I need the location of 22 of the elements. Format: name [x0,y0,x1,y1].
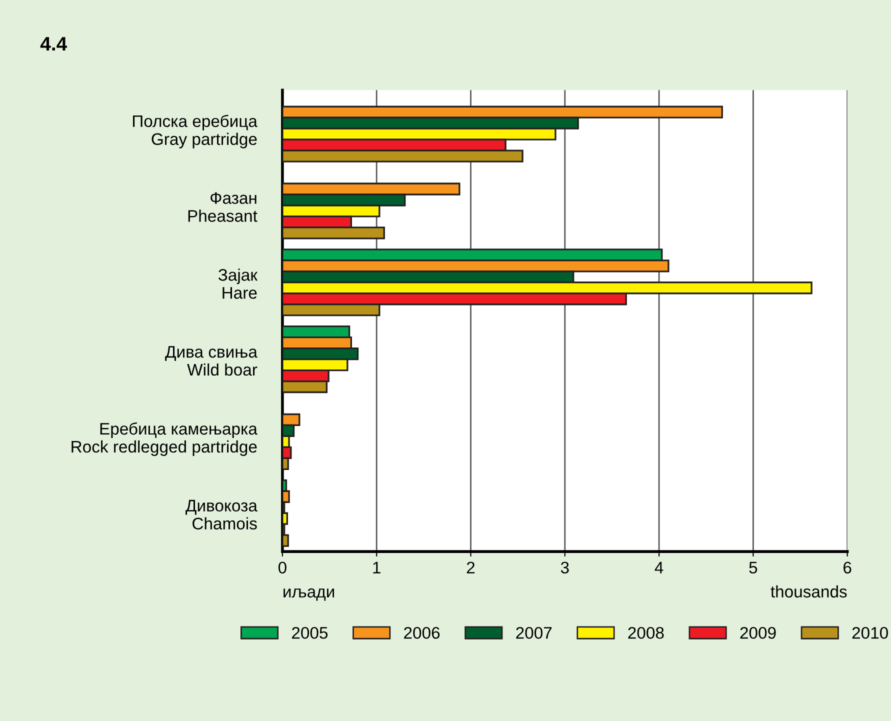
x-axis-title: иљади [284,588,334,601]
y-tick-label: Зајак Hare [218,268,258,299]
x-tick-label: 6 [844,562,852,574]
legend-label: 2006 [404,626,440,639]
legend-label: 2010 [852,626,888,639]
y-tick-label: Полска еребица Gray partridge [133,114,258,148]
y-tick-label: Дивокоза Chamois [186,500,258,530]
y-tick-label: Дива свиња Wild boar [165,346,258,376]
x-tick-label: 3 [560,562,569,574]
legend-label: 2005 [292,626,328,639]
x-tick-label: 4 [654,562,664,574]
x-tick-label: 2 [466,562,475,574]
text: 4.4 [40,37,68,50]
text: thousands [770,585,847,598]
y-tick-label: Еребица камењарка Rock redlegged partridge [72,422,258,456]
x-tick-label: 1 [373,562,380,574]
legend-label: 2008 [628,626,664,639]
x-tick-label: 0 [278,562,286,574]
y-tick-label: Фазан Pheasant [188,192,258,222]
x-tick-label: 5 [749,562,758,574]
legend-label: 2009 [740,626,776,639]
legend-label: 2007 [516,626,552,639]
